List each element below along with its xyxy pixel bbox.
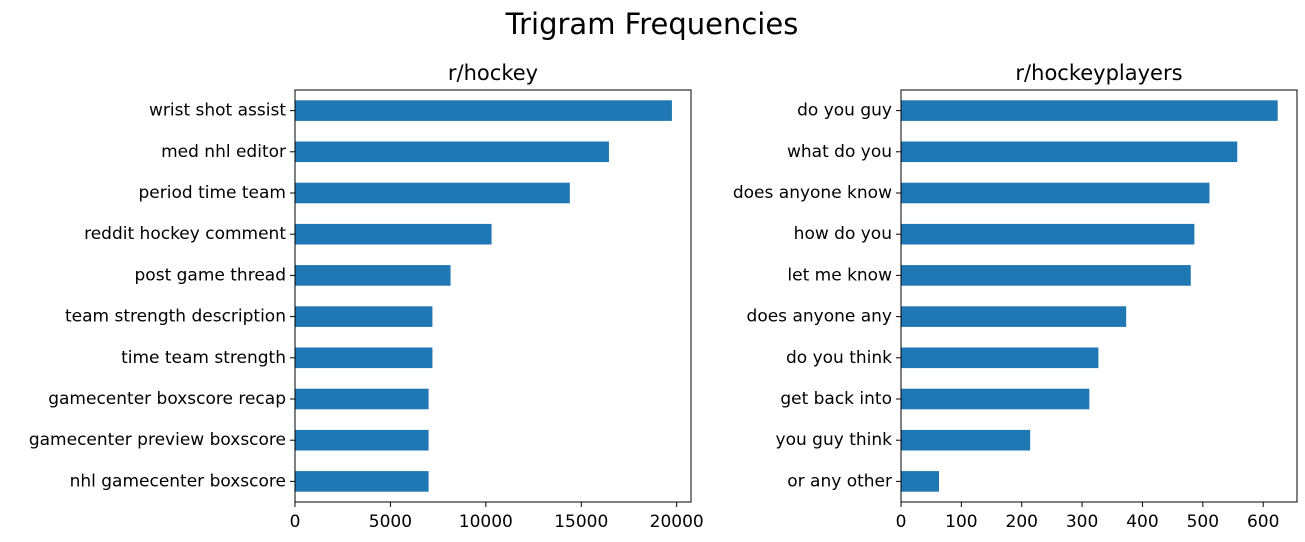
y-tick-label: get back into (780, 389, 892, 409)
bar (295, 223, 492, 245)
y-tick-label: team strength description (65, 307, 286, 327)
bar (295, 141, 609, 163)
subplot-title: r/hockeyplayers (1015, 61, 1182, 85)
subplot-title: r/hockey (448, 61, 538, 85)
subplot-hockey: r/hockey wrist shot assist med nhl editor p… (29, 61, 704, 532)
y-tick-label: period time team (139, 183, 286, 203)
bar (901, 265, 1191, 286)
y-tick-label: do you guy (797, 101, 892, 121)
y-tick-label: time team strength (121, 348, 286, 368)
axes-frame (900, 89, 1298, 503)
x-tick-label: 500 (1187, 512, 1219, 532)
bar (295, 306, 433, 327)
y-tick-label: post game thread (135, 265, 286, 285)
y-tick-label: you guy think (776, 430, 893, 450)
x-tick-label: 600 (1247, 512, 1279, 532)
x-tick-label: 20000 (650, 512, 704, 532)
x-tick-label: 200 (1006, 512, 1038, 532)
x-tick-label: 300 (1066, 512, 1098, 532)
y-tick-label: wrist shot assist (149, 101, 286, 121)
bar (295, 429, 429, 451)
y-tick-label: gamecenter boxscore recap (48, 389, 286, 409)
bar (901, 100, 1278, 121)
y-tick-label: gamecenter preview boxscore (29, 430, 286, 450)
y-tick-label: how do you (794, 224, 892, 244)
y-tick-label: reddit hockey comment (84, 224, 286, 244)
bar (901, 141, 1238, 163)
x-tick-label: 400 (1126, 512, 1158, 532)
bar (901, 429, 1031, 451)
y-tick-label: med nhl editor (161, 142, 286, 162)
y-tick-label: what do you (787, 142, 892, 162)
subplot-hockeyplayers: r/hockeyplayers do you guy what do you does… (733, 61, 1298, 532)
bar (295, 388, 429, 410)
bar (901, 347, 1099, 369)
bar (901, 388, 1090, 410)
bar (295, 347, 433, 369)
x-tick-label: 5000 (369, 512, 412, 532)
x-tick-label: 0 (896, 512, 907, 532)
y-tick-label: nhl gamecenter boxscore (70, 471, 286, 491)
figure-title: Trigram Frequencies (505, 7, 799, 41)
bar (901, 182, 1210, 204)
x-tick-label: 0 (290, 512, 301, 532)
y-tick-label: let me know (787, 265, 892, 285)
x-tick-label: 15000 (554, 512, 608, 532)
bar (901, 306, 1127, 327)
bar (295, 182, 570, 204)
y-tick-label: or any other (787, 471, 892, 491)
y-tick-label: does anyone know (733, 183, 892, 203)
x-tick-label: 100 (945, 512, 977, 532)
bar (295, 265, 451, 286)
bar (295, 471, 429, 492)
x-tick-label: 10000 (459, 512, 513, 532)
axes-frame (294, 89, 692, 503)
y-tick-label: do you think (786, 348, 892, 368)
bar (901, 223, 1195, 245)
bar (295, 100, 672, 121)
bar (901, 471, 940, 492)
y-tick-label: does anyone any (747, 307, 892, 327)
